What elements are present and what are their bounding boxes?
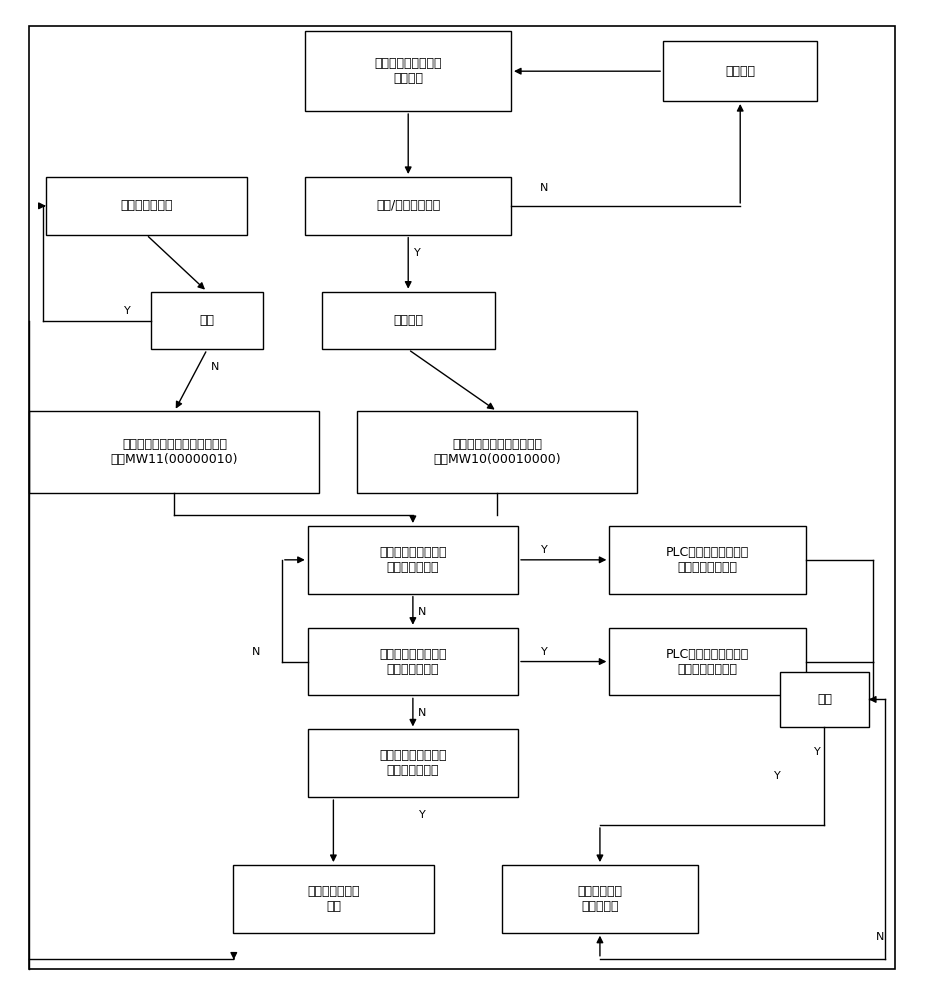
Text: N: N (418, 708, 427, 718)
Bar (610, 628, 806, 695)
Bar (308, 729, 518, 797)
Bar (356, 411, 637, 493)
Text: Y: Y (419, 810, 426, 820)
Text: 故障: 故障 (817, 693, 832, 706)
Text: 目标控制字小于小车
实际仓号控制字: 目标控制字小于小车 实际仓号控制字 (379, 648, 446, 676)
Bar (502, 865, 698, 933)
Bar (780, 672, 869, 727)
Text: N: N (251, 647, 260, 657)
Text: 料种/仓号对照表。: 料种/仓号对照表。 (376, 199, 440, 212)
Text: N: N (539, 183, 548, 193)
Text: 目标仓号: 目标仓号 (393, 314, 423, 327)
Text: 目标控制字大于小车
实际仓号控制字: 目标控制字大于小车 实际仓号控制字 (379, 546, 446, 574)
Text: N: N (210, 362, 219, 372)
Text: 写入相应的小车实际仓号控制字
例：MW11(00000010): 写入相应的小车实际仓号控制字 例：MW11(00000010) (111, 438, 238, 466)
Text: N: N (418, 607, 427, 617)
Text: N: N (876, 932, 885, 942)
Text: 小车出现故障
报警、结束: 小车出现故障 报警、结束 (578, 885, 623, 913)
Bar (233, 865, 434, 933)
Text: 操作员输入料种并确
认启动。: 操作员输入料种并确 认启动。 (374, 57, 442, 85)
Bar (46, 177, 247, 235)
Text: PLC输出小车启动警示
铃并启动反转指令: PLC输出小车启动警示 铃并启动反转指令 (666, 648, 749, 676)
Text: 目标控制字等于小车
实际仓号控制字: 目标控制字等于小车 实际仓号控制字 (379, 749, 446, 777)
Bar (151, 292, 264, 349)
Text: Y: Y (541, 545, 548, 555)
Bar (322, 292, 494, 349)
Bar (610, 526, 806, 594)
Text: PLC输出小车启动警示
铃并启动正转指令: PLC输出小车启动警示 铃并启动正转指令 (666, 546, 749, 574)
Bar (663, 41, 817, 101)
Text: Y: Y (415, 248, 421, 258)
Text: Y: Y (124, 306, 131, 316)
Text: 小车到达目标仓
结束: 小车到达目标仓 结束 (307, 885, 359, 913)
Text: 错误报警: 错误报警 (725, 65, 755, 78)
Bar (306, 177, 511, 235)
Bar (308, 628, 518, 695)
Text: 小车经过仓限位: 小车经过仓限位 (120, 199, 173, 212)
Bar (306, 31, 511, 111)
Bar (29, 411, 319, 493)
Text: Y: Y (774, 771, 781, 781)
Text: Y: Y (813, 747, 820, 757)
Text: 故障: 故障 (200, 314, 215, 327)
Bar (308, 526, 518, 594)
Text: 写入相应的目标仓号控制字
例：MW10(00010000): 写入相应的目标仓号控制字 例：MW10(00010000) (433, 438, 561, 466)
Text: Y: Y (541, 647, 548, 657)
